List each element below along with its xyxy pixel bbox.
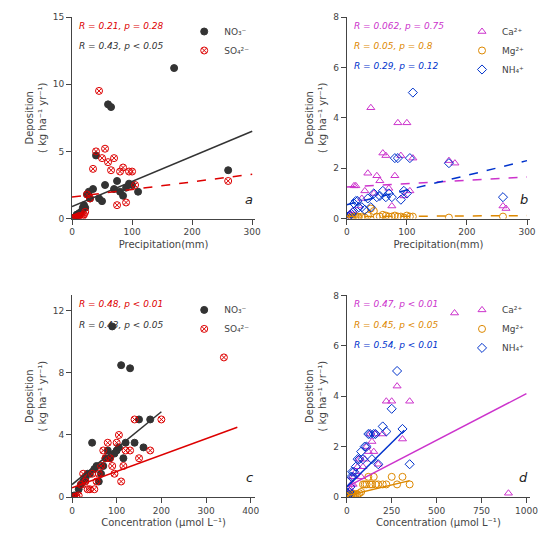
svg-text:Ca²⁺: Ca²⁺ — [502, 305, 522, 315]
svg-text:0: 0 — [333, 492, 339, 502]
svg-text:200: 200 — [458, 227, 475, 237]
svg-text:200: 200 — [184, 227, 201, 237]
svg-text:0: 0 — [344, 506, 350, 516]
svg-text:Deposition( kg ha⁻¹ yr⁻¹): Deposition( kg ha⁻¹ yr⁻¹) — [304, 361, 328, 432]
svg-text:a: a — [245, 192, 253, 207]
svg-text:500: 500 — [428, 506, 445, 516]
svg-text:200: 200 — [153, 506, 170, 516]
svg-text:100: 100 — [123, 227, 140, 237]
svg-text:b: b — [520, 192, 528, 207]
svg-text:R = 0.43, p < 0.05: R = 0.43, p < 0.05 — [79, 320, 164, 330]
svg-text:Deposition( kg ha⁻¹ yr⁻¹): Deposition( kg ha⁻¹ yr⁻¹) — [24, 82, 48, 153]
svg-text:R = 0.48, p < 0.01: R = 0.48, p < 0.01 — [79, 299, 163, 309]
svg-text:Ca²⁺: Ca²⁺ — [502, 27, 522, 37]
svg-text:Mg²⁺: Mg²⁺ — [502, 46, 524, 56]
svg-text:4: 4 — [333, 391, 339, 401]
svg-text:5: 5 — [58, 147, 64, 157]
svg-text:10: 10 — [53, 79, 65, 89]
svg-text:NH₄⁺: NH₄⁺ — [502, 65, 524, 75]
svg-text:0: 0 — [69, 227, 75, 237]
svg-text:NO₃⁻: NO₃⁻ — [224, 305, 246, 315]
svg-text:SO₄²⁻: SO₄²⁻ — [224, 46, 249, 56]
svg-text:c: c — [246, 470, 253, 485]
svg-text:4: 4 — [333, 113, 339, 123]
svg-text:0: 0 — [344, 227, 350, 237]
svg-text:8: 8 — [333, 12, 339, 22]
svg-text:R = 0.43, p < 0.05: R = 0.43, p < 0.05 — [79, 41, 164, 51]
svg-text:300: 300 — [244, 227, 261, 237]
svg-text:15: 15 — [53, 12, 64, 22]
svg-text:R = 0.062, p = 0.75: R = 0.062, p = 0.75 — [354, 21, 444, 31]
svg-text:Concentration (μmol L⁻¹): Concentration (μmol L⁻¹) — [101, 517, 226, 528]
svg-text:0: 0 — [333, 214, 339, 224]
svg-text:NO₃⁻: NO₃⁻ — [224, 27, 246, 37]
svg-text:2: 2 — [333, 442, 339, 452]
svg-text:8: 8 — [333, 291, 339, 301]
svg-text:8: 8 — [58, 368, 64, 378]
svg-text:R = 0.47, p < 0.01: R = 0.47, p < 0.01 — [354, 299, 438, 309]
svg-text:d: d — [519, 470, 528, 485]
svg-text:R = 0.29, p = 0.12: R = 0.29, p = 0.12 — [354, 61, 439, 71]
svg-text:12: 12 — [53, 306, 64, 316]
svg-text:Precipitation(mm): Precipitation(mm) — [394, 239, 484, 250]
svg-text:R = 0.21, p = 0.28: R = 0.21, p = 0.28 — [79, 21, 164, 31]
svg-text:SO₄²⁻: SO₄²⁻ — [224, 324, 249, 334]
svg-text:Precipitation(mm): Precipitation(mm) — [119, 239, 209, 250]
svg-text:0: 0 — [69, 506, 75, 516]
svg-text:750: 750 — [473, 506, 490, 516]
svg-text:300: 300 — [518, 227, 535, 237]
svg-text:6: 6 — [333, 63, 339, 73]
svg-text:100: 100 — [398, 227, 415, 237]
svg-text:R = 0.45, p < 0.05: R = 0.45, p < 0.05 — [354, 320, 439, 330]
svg-text:100: 100 — [108, 506, 125, 516]
svg-text:300: 300 — [197, 506, 214, 516]
svg-text:0: 0 — [58, 492, 64, 502]
svg-text:2: 2 — [333, 163, 339, 173]
svg-text:4: 4 — [58, 430, 64, 440]
svg-text:400: 400 — [242, 506, 259, 516]
svg-text:Concentration (μmol L⁻¹): Concentration (μmol L⁻¹) — [376, 517, 501, 528]
svg-text:R = 0.05, p = 0.8: R = 0.05, p = 0.8 — [354, 41, 433, 51]
svg-text:0: 0 — [58, 214, 64, 224]
svg-text:6: 6 — [333, 341, 339, 351]
svg-text:NH₄⁺: NH₄⁺ — [502, 343, 524, 353]
svg-text:Deposition( kg ha⁻¹ yr⁻¹): Deposition( kg ha⁻¹ yr⁻¹) — [304, 82, 328, 153]
svg-text:Deposition( kg ha⁻¹ yr⁻¹): Deposition( kg ha⁻¹ yr⁻¹) — [24, 361, 48, 432]
svg-text:1000: 1000 — [515, 506, 538, 516]
svg-text:R = 0.54, p < 0.01: R = 0.54, p < 0.01 — [354, 340, 438, 350]
svg-text:250: 250 — [383, 506, 400, 516]
svg-text:Mg²⁺: Mg²⁺ — [502, 324, 524, 334]
